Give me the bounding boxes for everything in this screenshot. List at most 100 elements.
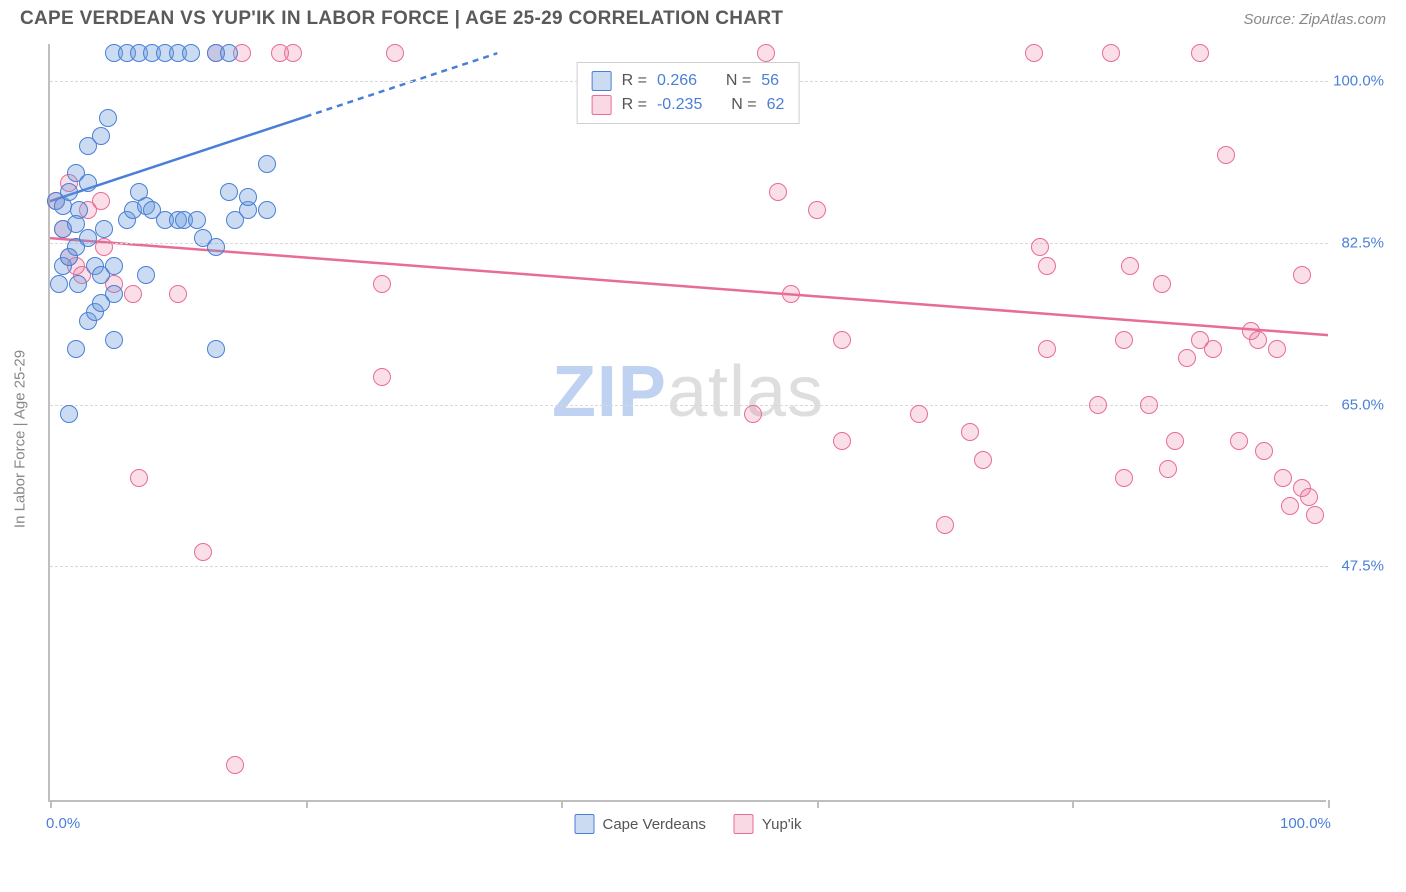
r-value-pink: -0.235 xyxy=(657,96,702,114)
legend-row-pink: R = -0.235 N = 62 xyxy=(592,93,785,117)
marker-yupik xyxy=(1121,257,1139,275)
legend-item-yupik: Yup'ik xyxy=(734,814,802,834)
marker-cape-verdean xyxy=(226,211,244,229)
r-value-blue: 0.266 xyxy=(657,72,697,90)
marker-cape-verdean xyxy=(258,201,276,219)
marker-cape-verdean xyxy=(182,44,200,62)
marker-yupik xyxy=(910,405,928,423)
marker-yupik xyxy=(1166,432,1184,450)
plot-area: ZIPatlas R = 0.266 N = 56 R = -0.235 N =… xyxy=(48,44,1326,802)
marker-cape-verdean xyxy=(105,331,123,349)
marker-yupik xyxy=(833,331,851,349)
x-tick-label: 0.0% xyxy=(46,815,80,832)
marker-yupik xyxy=(1038,340,1056,358)
y-tick-label: 82.5% xyxy=(1341,234,1384,251)
n-value-pink: 62 xyxy=(767,96,785,114)
marker-cape-verdean xyxy=(69,275,87,293)
marker-yupik xyxy=(1031,238,1049,256)
marker-cape-verdean xyxy=(258,155,276,173)
marker-yupik xyxy=(936,516,954,534)
source-credit: Source: ZipAtlas.com xyxy=(1243,11,1386,28)
marker-yupik xyxy=(1306,506,1324,524)
x-tick xyxy=(306,800,308,808)
marker-yupik xyxy=(1204,340,1222,358)
y-tick-label: 65.0% xyxy=(1341,396,1384,413)
swatch-pink-icon xyxy=(592,95,612,115)
marker-cape-verdean xyxy=(188,211,206,229)
legend-row-blue: R = 0.266 N = 56 xyxy=(592,69,785,93)
marker-yupik xyxy=(1159,460,1177,478)
marker-yupik xyxy=(284,44,302,62)
marker-yupik xyxy=(1089,396,1107,414)
marker-yupik xyxy=(1268,340,1286,358)
marker-yupik xyxy=(782,285,800,303)
marker-cape-verdean xyxy=(92,127,110,145)
n-value-blue: 56 xyxy=(761,72,779,90)
legend-item-cape-verdeans: Cape Verdeans xyxy=(575,814,706,834)
legend-series: Cape Verdeans Yup'ik xyxy=(575,814,802,834)
marker-yupik xyxy=(757,44,775,62)
marker-yupik xyxy=(1191,44,1209,62)
marker-yupik xyxy=(1153,275,1171,293)
swatch-pink-icon xyxy=(734,814,754,834)
x-tick xyxy=(561,800,563,808)
marker-yupik xyxy=(1038,257,1056,275)
marker-cape-verdean xyxy=(239,188,257,206)
trend-line xyxy=(306,53,498,116)
chart-title: CAPE VERDEAN VS YUP'IK IN LABOR FORCE | … xyxy=(20,8,783,30)
marker-yupik xyxy=(1249,331,1267,349)
marker-yupik xyxy=(92,192,110,210)
marker-yupik xyxy=(1300,488,1318,506)
marker-yupik xyxy=(769,183,787,201)
marker-cape-verdean xyxy=(207,238,225,256)
marker-cape-verdean xyxy=(67,215,85,233)
y-axis-label: In Labor Force | Age 25-29 xyxy=(12,350,29,528)
marker-yupik xyxy=(373,368,391,386)
trend-lines-svg xyxy=(50,44,1328,802)
watermark-zip: ZIP xyxy=(552,352,667,432)
gridline xyxy=(50,566,1328,567)
marker-cape-verdean xyxy=(92,294,110,312)
marker-yupik xyxy=(1293,266,1311,284)
plot-wrap: In Labor Force | Age 25-29 ZIPatlas R = … xyxy=(48,44,1386,834)
r-label: R = xyxy=(622,96,647,114)
marker-cape-verdean xyxy=(50,275,68,293)
marker-yupik xyxy=(974,451,992,469)
marker-cape-verdean xyxy=(67,340,85,358)
marker-cape-verdean xyxy=(79,174,97,192)
legend-label-yupik: Yup'ik xyxy=(762,816,802,833)
marker-yupik xyxy=(386,44,404,62)
marker-yupik xyxy=(961,423,979,441)
marker-cape-verdean xyxy=(207,340,225,358)
y-tick-label: 47.5% xyxy=(1341,558,1384,575)
marker-yupik xyxy=(833,432,851,450)
marker-yupik xyxy=(226,756,244,774)
legend-label-cape-verdeans: Cape Verdeans xyxy=(603,816,706,833)
marker-yupik xyxy=(1025,44,1043,62)
marker-yupik xyxy=(1217,146,1235,164)
marker-yupik xyxy=(130,469,148,487)
marker-yupik xyxy=(1178,349,1196,367)
marker-cape-verdean xyxy=(60,183,78,201)
marker-yupik xyxy=(124,285,142,303)
marker-cape-verdean xyxy=(137,266,155,284)
marker-yupik xyxy=(1281,497,1299,515)
x-tick xyxy=(817,800,819,808)
watermark: ZIPatlas xyxy=(552,351,824,433)
trend-line xyxy=(50,238,1328,335)
marker-yupik xyxy=(1140,396,1158,414)
marker-cape-verdean xyxy=(220,44,238,62)
marker-yupik xyxy=(1115,469,1133,487)
swatch-blue-icon xyxy=(592,71,612,91)
gridline xyxy=(50,405,1328,406)
marker-yupik xyxy=(194,543,212,561)
marker-cape-verdean xyxy=(220,183,238,201)
marker-yupik xyxy=(1115,331,1133,349)
marker-cape-verdean xyxy=(99,109,117,127)
r-label: R = xyxy=(622,72,647,90)
marker-yupik xyxy=(1274,469,1292,487)
marker-yupik xyxy=(95,238,113,256)
n-label: N = xyxy=(731,96,756,114)
marker-yupik xyxy=(744,405,762,423)
marker-yupik xyxy=(169,285,187,303)
